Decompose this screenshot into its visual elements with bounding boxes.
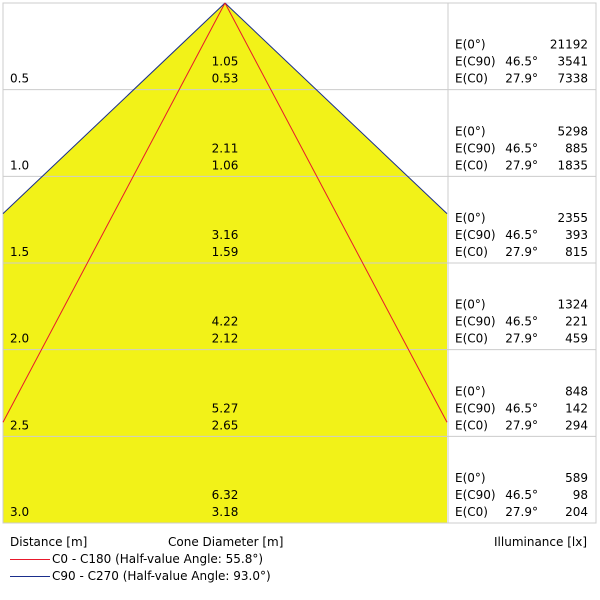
ec90-value: 221: [565, 315, 588, 329]
diameter-c90-label: 3.16: [212, 228, 239, 242]
ec0-angle: 27.9°: [505, 245, 538, 259]
diameter-c0-label: 1.59: [212, 245, 239, 259]
ec0-angle: 27.9°: [505, 158, 538, 172]
diameter-c90-label: 5.27: [212, 401, 239, 415]
ec90-angle: 46.5°: [505, 55, 538, 69]
distance-axis-label: Distance [m]: [10, 535, 88, 549]
ec90-value: 98: [573, 488, 588, 502]
distance-label: 0.5: [10, 72, 29, 86]
e0-label: E(0°): [455, 298, 486, 312]
ec0-value: 459: [565, 332, 588, 346]
e0-value: 2355: [557, 211, 588, 225]
ec0-label: E(C0): [455, 245, 488, 259]
ec0-value: 7338: [557, 72, 588, 86]
cone-diameter-axis-label: Cone Diameter [m]: [168, 535, 284, 549]
diameter-c0-label: 2.65: [212, 418, 239, 432]
e0-value: 21192: [550, 38, 588, 52]
ec0-angle: 27.9°: [505, 418, 538, 432]
e0-value: 5298: [557, 124, 588, 138]
ec0-angle: 27.9°: [505, 332, 538, 346]
ec90-label: E(C90): [455, 141, 496, 155]
ec0-value: 1835: [557, 158, 588, 172]
ec90-angle: 46.5°: [505, 141, 538, 155]
diameter-c0-label: 0.53: [212, 72, 239, 86]
ec0-value: 204: [565, 505, 588, 519]
e0-value: 1324: [557, 298, 588, 312]
e0-label: E(0°): [455, 471, 486, 485]
diameter-c90-label: 1.05: [212, 55, 239, 69]
diameter-c90-label: 2.11: [212, 141, 239, 155]
legend-item-c0: C0 - C180 (Half-value Angle: 55.8°): [10, 552, 263, 566]
ec90-value: 142: [565, 401, 588, 415]
c90-edge-left: [2, 2, 226, 215]
legend-label-c90: C90 - C270 (Half-value Angle: 93.0°): [52, 569, 271, 583]
diameter-c0-label: 3.18: [212, 505, 239, 519]
e0-label: E(0°): [455, 38, 486, 52]
c0-line-left: [2, 2, 226, 423]
distance-label: 1.0: [10, 158, 29, 172]
ec90-angle: 46.5°: [505, 488, 538, 502]
c0-line-right: [224, 2, 448, 423]
ec0-value: 294: [565, 418, 588, 432]
distance-label: 2.5: [10, 418, 29, 432]
ec0-label: E(C0): [455, 505, 488, 519]
e0-value: 589: [565, 471, 588, 485]
ec0-label: E(C0): [455, 418, 488, 432]
legend-swatch-c0: [10, 559, 50, 560]
e0-label: E(0°): [455, 384, 486, 398]
diameter-c90-label: 6.32: [212, 488, 239, 502]
ec0-label: E(C0): [455, 332, 488, 346]
distance-label: 2.0: [10, 332, 29, 346]
distance-label: 3.0: [10, 505, 29, 519]
ec0-label: E(C0): [455, 72, 488, 86]
e0-label: E(0°): [455, 124, 486, 138]
ec90-label: E(C90): [455, 401, 496, 415]
distance-label: 1.5: [10, 245, 29, 259]
ec90-angle: 46.5°: [505, 401, 538, 415]
c90-edge-right: [224, 2, 448, 215]
ec90-angle: 46.5°: [505, 228, 538, 242]
legend-label-c0: C0 - C180 (Half-value Angle: 55.8°): [52, 552, 264, 566]
illuminance-axis-label: Illuminance [lx]: [494, 535, 587, 549]
ec90-value: 885: [565, 141, 588, 155]
ec90-label: E(C90): [455, 55, 496, 69]
ec90-angle: 46.5°: [505, 315, 538, 329]
ec90-value: 3541: [557, 55, 588, 69]
ec0-angle: 27.9°: [505, 505, 538, 519]
legend-item-c90: C90 - C270 (Half-value Angle: 93.0°): [10, 569, 271, 583]
ec90-label: E(C90): [455, 228, 496, 242]
diameter-c90-label: 4.22: [212, 315, 239, 329]
ec90-label: E(C90): [455, 315, 496, 329]
diameter-c0-label: 2.12: [212, 332, 239, 346]
e0-label: E(0°): [455, 211, 486, 225]
ec90-label: E(C90): [455, 488, 496, 502]
ec0-value: 815: [565, 245, 588, 259]
diameter-c0-label: 1.06: [212, 158, 239, 172]
ec0-angle: 27.9°: [505, 72, 538, 86]
ec90-value: 393: [565, 228, 588, 242]
legend-swatch-c90: [10, 576, 50, 577]
ec0-label: E(C0): [455, 158, 488, 172]
e0-value: 848: [565, 384, 588, 398]
